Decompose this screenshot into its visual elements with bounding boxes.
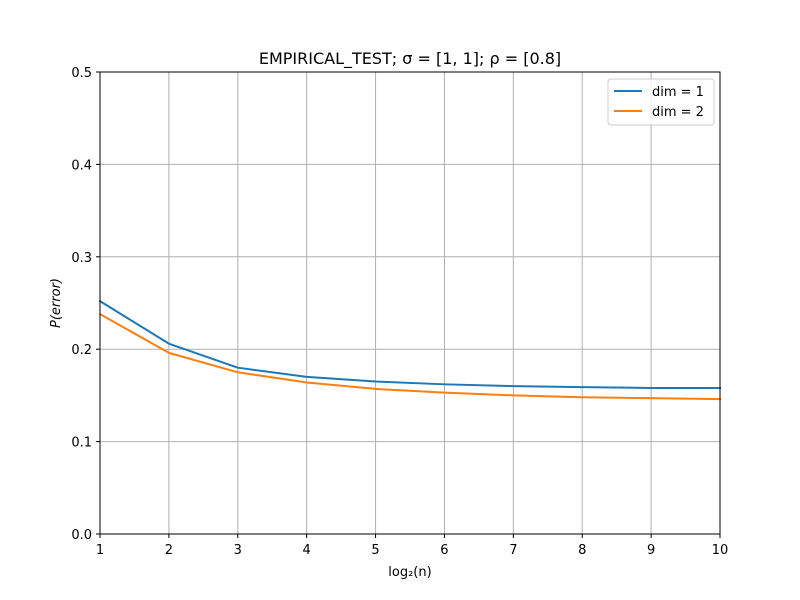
y-tick-label: 0.0 [71, 528, 92, 543]
series-layer [98, 299, 722, 401]
x-tick-label: 5 [371, 543, 379, 558]
x-tick-label: 4 [303, 543, 311, 558]
x-axis-label: log₂(n) [388, 565, 431, 580]
x-tick-label: 8 [578, 543, 586, 558]
y-tick-label: 0.1 [71, 436, 92, 451]
chart-title: EMPIRICAL_TEST; σ = [1, 1]; ρ = [0.8] [259, 49, 561, 69]
ticks: 1 2 3 4 5 6 7 8 9 10 0.0 0.1 0.2 0.3 0.4 0.5 [71, 66, 728, 558]
y-tick-label: 0.4 [71, 158, 92, 173]
y-tick-label: 0.3 [71, 251, 92, 266]
y-axis-label: P(error) [49, 278, 64, 328]
x-tick-label: 2 [165, 543, 173, 558]
legend: dim = 1 dim = 2 [607, 78, 715, 126]
x-tick-label: 10 [712, 543, 729, 558]
plot-frame [99, 71, 721, 535]
x-tick-label: 3 [234, 543, 242, 558]
legend-label-2: dim = 2 [652, 105, 704, 120]
series-line-1 [98, 299, 721, 390]
x-tick-label: 9 [647, 543, 655, 558]
x-tick-label: 6 [440, 543, 448, 558]
legend-label-1: dim = 1 [652, 85, 704, 100]
y-tick-label: 0.5 [71, 66, 92, 81]
series-line-2 [98, 312, 722, 401]
x-tick-label: 7 [509, 543, 517, 558]
x-tick-label: 1 [96, 543, 104, 558]
y-tick-label: 0.2 [71, 343, 92, 358]
